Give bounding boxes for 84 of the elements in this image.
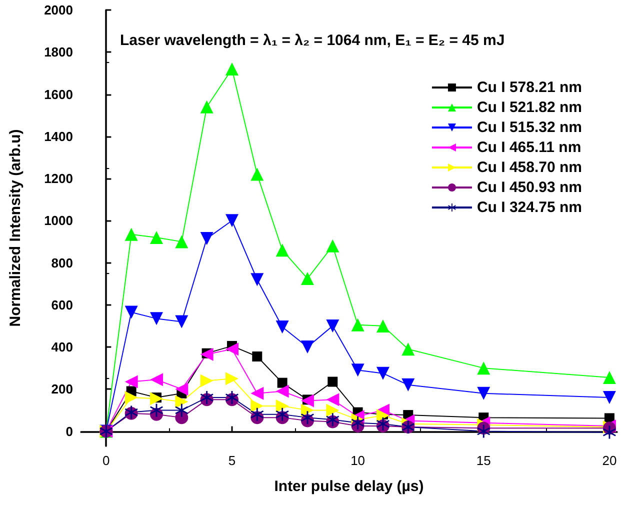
point [124,375,138,388]
y-tick-label: 1600 [44,86,73,102]
x-axis-title: Inter pulse delay (µs) [274,478,424,495]
point [225,214,238,228]
y-tick-label: 2000 [44,2,73,18]
point [276,399,289,412]
point [328,376,338,387]
point [326,393,340,406]
point [175,382,188,396]
point [351,416,364,430]
y-tick-label: 1400 [44,128,73,144]
point [150,392,163,406]
legend-label: Cu I 578.21 nm [476,79,582,96]
point [300,272,314,286]
legend-label: Cu I 521.82 nm [476,99,582,116]
point [376,319,390,332]
point [175,404,188,417]
point [175,395,188,408]
y-tick-label: 800 [51,255,73,270]
point [276,320,289,334]
point [225,372,238,386]
x-tick-label: 15 [476,453,491,468]
point [300,411,314,424]
point [124,391,138,404]
point [300,394,314,408]
legend-label: Cu I 450.93 nm [476,179,582,196]
point [477,362,490,375]
point [150,373,163,386]
point [150,230,163,244]
point [277,378,288,388]
point [602,426,616,439]
point [250,386,264,400]
y-tick-label: 600 [51,297,73,312]
point [200,100,214,114]
legend-label: Cu I 465.11 nm [476,139,582,156]
x-tick-label: 5 [228,453,236,468]
x-tick-label: 10 [350,453,366,468]
point [326,319,340,332]
point [276,384,289,398]
point [124,306,138,319]
point [477,386,490,400]
y-tick-label: 1200 [44,171,73,186]
legend-label: Cu I 458.70 nm [476,159,582,176]
point [150,312,163,326]
x-tick-label: 20 [602,453,617,468]
point [477,424,490,438]
y-tick-label: 0 [66,424,73,439]
point [351,364,364,377]
legend-label: Cu I 515.32 nm [476,119,582,136]
y-tick-label: 1800 [44,44,73,60]
point [326,404,340,417]
point [300,404,314,417]
y-tick-label: 200 [51,382,73,397]
legend-label: Cu I 324.75 nm [476,199,582,216]
point [124,228,138,241]
point [225,62,238,76]
point [175,235,188,248]
point [250,399,264,412]
point [252,351,262,362]
annotation: Laser wavelength = λ₁ = λ₂ = 1064 nm, E₁ = E₂ = 45 mJ [120,32,505,49]
y-tick-label: 400 [51,340,73,355]
point [351,318,364,332]
y-tick-label: 1000 [44,213,73,228]
point [250,408,264,421]
point [250,168,264,181]
point [200,232,214,246]
point [276,244,289,257]
point [250,273,264,286]
point [376,408,390,422]
x-tick-label: 0 [102,453,110,468]
point [150,404,163,417]
point [200,348,214,361]
point [376,366,390,380]
point [276,408,289,421]
point [225,342,238,356]
point [402,342,415,356]
y-axis-title: Normalized Intensity (arb.u) [7,129,24,327]
point [602,371,616,384]
point [402,378,415,392]
point [602,391,616,404]
point [300,340,314,354]
point [175,315,188,328]
point [326,239,340,252]
point [200,374,214,388]
